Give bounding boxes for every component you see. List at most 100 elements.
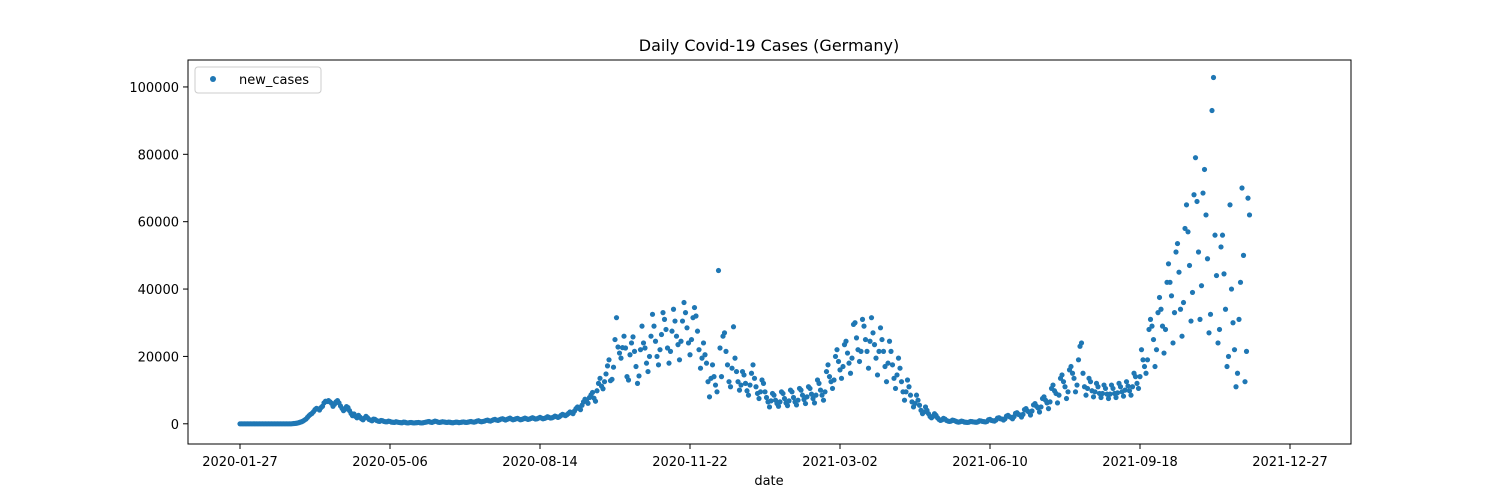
data-point <box>1059 372 1065 378</box>
data-point <box>864 348 870 354</box>
data-point <box>1192 155 1199 161</box>
data-point <box>1224 363 1230 370</box>
data-point <box>1122 387 1128 393</box>
data-point <box>745 392 752 398</box>
data-point <box>675 342 681 348</box>
data-point <box>1117 384 1124 390</box>
data-point <box>1176 269 1182 275</box>
data-point <box>886 338 893 344</box>
data-point <box>667 348 674 354</box>
data-point <box>592 398 599 404</box>
data-point <box>603 371 609 377</box>
data-point <box>811 400 818 406</box>
chart-title: Daily Covid-19 Cases (Germany) <box>639 36 899 55</box>
data-point <box>664 345 671 351</box>
data-point <box>631 348 638 354</box>
data-point <box>1156 294 1163 301</box>
data-point <box>688 336 695 343</box>
data-point <box>1222 306 1229 312</box>
data-point <box>1090 394 1097 400</box>
data-point <box>1158 306 1164 312</box>
data-point <box>916 402 923 408</box>
data-point <box>729 365 735 371</box>
data-point <box>714 389 720 395</box>
x-tick-label: 2020-05-06 <box>352 455 428 470</box>
data-point <box>589 389 596 396</box>
data-point <box>1144 357 1151 363</box>
data-point <box>661 316 668 322</box>
data-point <box>897 365 903 371</box>
data-point <box>1221 271 1227 277</box>
data-point <box>1150 336 1157 343</box>
data-point <box>637 347 644 353</box>
data-point <box>1243 348 1250 354</box>
data-point <box>711 374 717 380</box>
data-point <box>799 392 806 398</box>
data-point <box>789 389 795 395</box>
data-point <box>1225 353 1232 360</box>
plot-area-frame <box>187 59 1352 445</box>
data-point <box>715 267 722 274</box>
data-point <box>730 324 737 330</box>
data-point <box>621 333 627 339</box>
data-point <box>853 335 860 341</box>
data-point <box>642 345 648 351</box>
data-point <box>1233 384 1239 390</box>
data-point <box>1240 252 1247 258</box>
data-point <box>861 323 867 329</box>
data-point <box>871 342 878 348</box>
data-point <box>843 338 849 344</box>
data-point <box>1201 166 1208 173</box>
data-point <box>721 330 728 336</box>
data-point <box>594 388 600 394</box>
data-point <box>705 379 711 385</box>
data-point <box>1047 399 1053 405</box>
data-point <box>645 368 651 375</box>
data-point <box>804 394 810 400</box>
data-point <box>639 323 645 329</box>
data-point <box>823 368 830 375</box>
data-point <box>1177 306 1184 312</box>
data-point <box>1074 382 1080 388</box>
x-tick-label: 2021-03-02 <box>802 455 878 470</box>
data-point <box>771 392 777 398</box>
data-point <box>1071 375 1077 381</box>
data-point <box>732 355 738 361</box>
data-point <box>837 367 843 373</box>
data-point <box>1203 212 1209 218</box>
data-point <box>625 377 632 383</box>
x-tick-label: 2020-11-22 <box>652 455 728 470</box>
data-point <box>1083 392 1089 398</box>
data-point <box>867 338 873 344</box>
data-point <box>831 377 837 383</box>
data-point <box>781 395 788 402</box>
data-point <box>907 392 914 398</box>
data-point <box>1143 370 1149 376</box>
data-point <box>1152 363 1158 370</box>
data-point <box>1054 400 1061 406</box>
data-point <box>1137 374 1143 380</box>
data-point <box>874 372 881 378</box>
data-point <box>747 382 753 388</box>
data-point <box>813 392 819 398</box>
x-tick-label: 2020-08-14 <box>502 455 578 470</box>
data-point <box>616 350 623 356</box>
data-point <box>646 353 653 360</box>
data-point <box>723 348 729 354</box>
data-point <box>1197 316 1203 322</box>
data-point <box>724 362 731 368</box>
data-point <box>879 336 885 343</box>
data-point <box>1218 244 1224 250</box>
data-point <box>735 379 741 385</box>
data-point <box>1120 393 1127 399</box>
data-point <box>610 364 617 370</box>
x-tick-label: 2020-01-27 <box>202 455 278 470</box>
data-point <box>1102 385 1109 392</box>
data-point <box>1029 408 1035 414</box>
data-point <box>1200 190 1206 196</box>
data-point <box>630 334 636 340</box>
data-point <box>868 315 875 321</box>
data-point <box>882 363 888 370</box>
data-point <box>1092 389 1098 395</box>
